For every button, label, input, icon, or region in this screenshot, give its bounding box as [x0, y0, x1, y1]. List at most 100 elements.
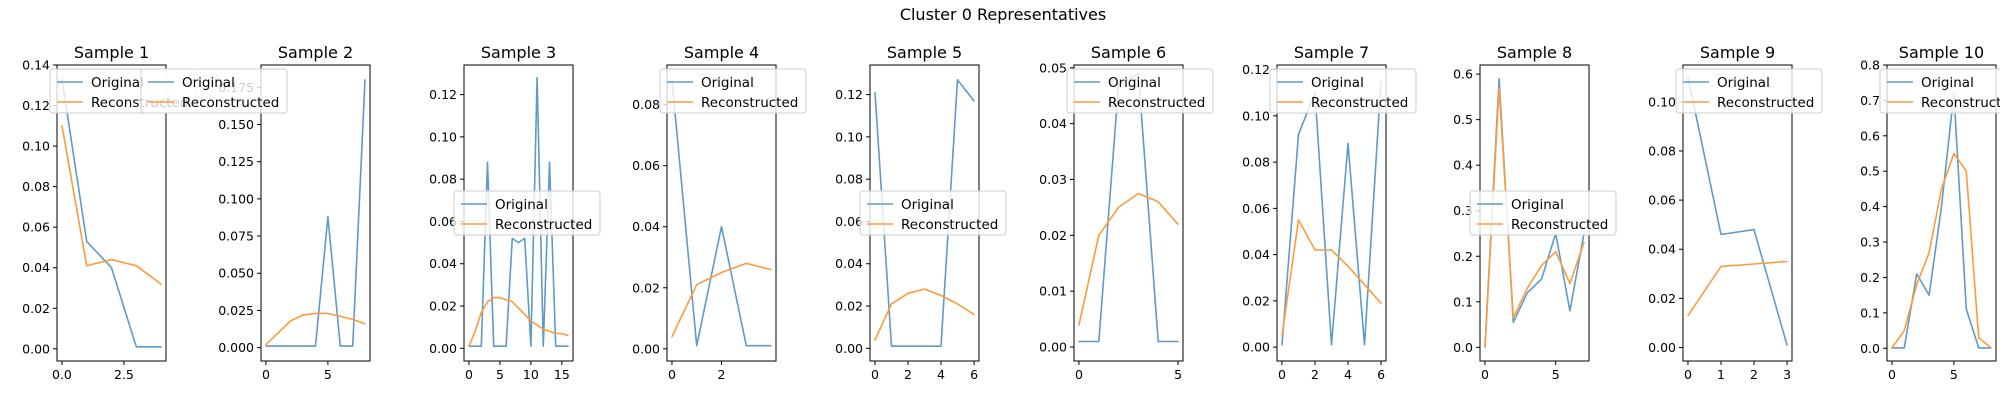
- y-tick-label: 0.2: [1860, 270, 1880, 285]
- subplot-title: Sample 3: [481, 43, 556, 62]
- legend-box: [453, 190, 601, 236]
- series-group: [61, 78, 162, 348]
- x-tick-label: 2: [718, 367, 726, 382]
- original-series-line: [1891, 92, 1992, 349]
- y-tick-label: 0.04: [1039, 116, 1067, 131]
- x-tick-label: 6: [970, 367, 978, 382]
- y-tick-label: 0.02: [22, 301, 50, 316]
- y-tick-label: 0.8: [1860, 58, 1880, 73]
- legend: Original Reconstructed: [1269, 68, 1417, 114]
- y-tick-label: 0.08: [1648, 143, 1676, 158]
- reconstructed-series-line: [1687, 260, 1788, 317]
- reconstructed-series-line: [1484, 87, 1585, 348]
- y-tick-label: 0.4: [1453, 158, 1473, 173]
- x-tick-label: 4: [1344, 367, 1352, 382]
- y-tick-label: 0.06: [1242, 201, 1270, 216]
- subplot-title: Sample 7: [1294, 43, 1369, 62]
- y-tick-label: 0.12: [835, 87, 863, 102]
- subplot-title: Sample 2: [278, 43, 353, 62]
- legend-reconstructed-label: Reconstructed: [1511, 217, 1608, 233]
- subplot-5: Sample 5 0.00 0.02 0.04 0.06 0.08 0.10 0.12 0 2 4 6…: [835, 43, 1007, 382]
- y-tick-label: 0.02: [429, 299, 457, 314]
- x-tick-label: 4: [937, 367, 945, 382]
- y-tick-label: 0.12: [1242, 62, 1270, 77]
- y-tick-label: 0.150: [218, 117, 254, 132]
- figure-suptitle: Cluster 0 Representatives: [900, 5, 1106, 24]
- y-tick-label: 0.00: [22, 341, 50, 356]
- x-tick-label: 0: [1684, 367, 1692, 382]
- y-tick-label: 0.0: [1453, 340, 1473, 355]
- subplot-8: Sample 8 0.0 0.1 0.2 0.3 0.4 0.5 0.6 0 5 Original R…: [1453, 43, 1617, 382]
- y-tick-label: 0.08: [22, 179, 50, 194]
- x-tick-label: 0.0: [52, 367, 72, 382]
- legend: Original Reconstructed: [1675, 68, 1823, 114]
- legend-original-label: Original: [495, 197, 548, 213]
- subplot-10: Sample 10 0.0 0.1 0.2 0.3 0.4 0.5 0.6 0.7 0.8 0 5 Or…: [1860, 43, 2000, 382]
- original-series-line: [874, 79, 975, 348]
- y-tick-label: 0.06: [1648, 193, 1676, 208]
- legend: Original Reconstructed: [453, 190, 601, 236]
- x-tick-label: 0: [871, 367, 879, 382]
- legend: Original Reconstructed: [1469, 190, 1617, 236]
- legend-reconstructed-label: Reconstructed: [901, 217, 998, 233]
- reconstructed-series-line: [1281, 219, 1382, 337]
- y-tick-label: 0.06: [632, 158, 660, 173]
- y-tick-label: 0.1: [1860, 305, 1880, 320]
- legend: Original Reconstructed: [859, 190, 1007, 236]
- legend-reconstructed-label: Reconstructed: [1717, 95, 1814, 111]
- y-tick-label: 0.05: [1039, 60, 1067, 75]
- legend: Original Reconstructed: [140, 68, 288, 114]
- series-group: [1281, 80, 1382, 346]
- y-tick-label: 0.02: [1242, 293, 1270, 308]
- legend: Original Reconstructed: [1879, 68, 2000, 114]
- x-tick-label: 2: [904, 367, 912, 382]
- y-tick-label: 0.04: [632, 219, 660, 234]
- legend-original-label: Original: [1311, 75, 1364, 91]
- y-tick-label: 0.025: [218, 303, 254, 318]
- x-tick-label: 0: [262, 367, 270, 382]
- legend-box: [659, 68, 807, 114]
- legend-box: [1675, 68, 1823, 114]
- y-tick-label: 0.12: [429, 87, 457, 102]
- reconstructed-series-line: [874, 288, 975, 341]
- y-tick-label: 0.5: [1860, 164, 1880, 179]
- x-tick-label: 0: [668, 367, 676, 382]
- y-tick-label: 0.6: [1860, 128, 1880, 143]
- axes-frame: [260, 64, 371, 362]
- x-tick-label: 10: [523, 367, 539, 382]
- series-group: [1484, 77, 1585, 348]
- legend-reconstructed-label: Reconstructed: [495, 217, 592, 233]
- y-tick-label: 0.08: [1242, 155, 1270, 170]
- legend-original-label: Original: [1921, 75, 1974, 91]
- legend-box: [1066, 68, 1214, 114]
- y-tick-label: 0.00: [1242, 340, 1270, 355]
- y-tick-label: 0.14: [22, 58, 50, 73]
- y-tick-label: 0.100: [218, 191, 254, 206]
- legend-box: [140, 68, 288, 114]
- x-tick-label: 0: [1888, 367, 1896, 382]
- y-tick-label: 0.04: [1648, 242, 1676, 257]
- series-group: [1891, 92, 1992, 349]
- legend-reconstructed-label: Reconstructed: [1311, 95, 1408, 111]
- legend-original-label: Original: [182, 75, 235, 91]
- y-tick-label: 0.08: [835, 172, 863, 187]
- subplot-title: Sample 1: [74, 43, 149, 62]
- y-tick-label: 0.10: [429, 129, 457, 144]
- y-tick-label: 0.0: [1860, 341, 1880, 356]
- y-tick-label: 0.03: [1039, 172, 1067, 187]
- subplot-title: Sample 8: [1497, 43, 1572, 62]
- y-tick-label: 0.02: [1648, 291, 1676, 306]
- y-tick-label: 0.00: [429, 341, 457, 356]
- y-tick-label: 0.08: [632, 97, 660, 112]
- y-tick-label: 0.00: [1648, 340, 1676, 355]
- subplot-2: Sample 2 0.000 0.025 0.050 0.075 0.100 0.125 0.…: [140, 43, 371, 382]
- subplot-title: Sample 4: [684, 43, 759, 62]
- axes-frame: [56, 64, 167, 362]
- x-tick-label: 3: [1783, 367, 1791, 382]
- reconstructed-series-line: [1891, 152, 1992, 349]
- y-tick-label: 0.06: [835, 214, 863, 229]
- legend-original-label: Original: [1108, 75, 1161, 91]
- original-series-line: [265, 79, 366, 347]
- reconstructed-series-line: [671, 262, 772, 338]
- subplot-9: Sample 9 0.00 0.02 0.04 0.06 0.08 0.10 0 1 2 3 Orig…: [1648, 43, 1823, 382]
